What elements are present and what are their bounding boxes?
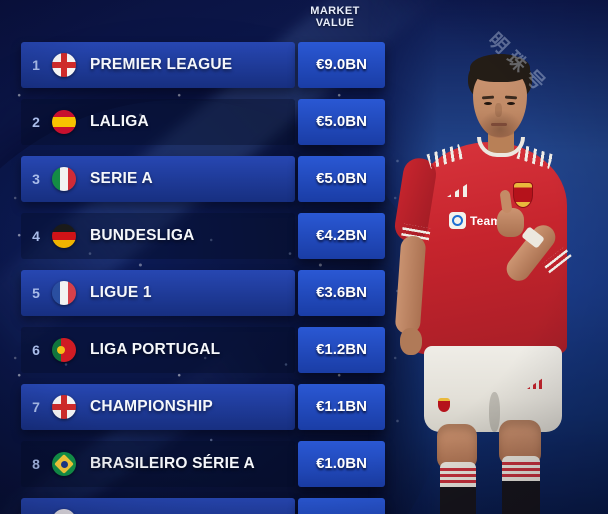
england-flag-icon	[52, 395, 76, 419]
market-value: €1.1BN	[316, 398, 367, 415]
league-name: LIGUE 1	[90, 284, 152, 301]
rank-number: 8	[32, 456, 40, 472]
market-value-box: €1.2BN	[298, 327, 385, 373]
league-name: SERIE A	[90, 170, 153, 187]
header-line-2: VALUE	[315, 17, 355, 29]
england-flag-icon	[52, 53, 76, 77]
row-brasileiro-serie-a: 8 BRASILEIRO SÉRIE A €1.0BN	[21, 441, 385, 487]
brazil-flag-icon	[52, 452, 76, 476]
row-partial	[21, 498, 385, 514]
market-value: €9.0BN	[316, 56, 367, 73]
market-value: €5.0BN	[316, 113, 367, 130]
spain-flag-icon	[52, 110, 76, 134]
partial-flag-icon	[52, 509, 76, 514]
row-bar	[21, 498, 295, 514]
row-championship: 7 CHAMPIONSHIP €1.1BN	[21, 384, 385, 430]
league-name: BRASILEIRO SÉRIE A	[90, 455, 255, 472]
market-value: €4.2BN	[316, 227, 367, 244]
league-name: LALIGA	[90, 113, 149, 130]
france-flag-icon	[52, 281, 76, 305]
market-value-box	[298, 498, 385, 514]
market-value	[298, 498, 385, 514]
portugal-flag-icon	[52, 338, 76, 362]
market-value: €3.6BN	[316, 284, 367, 301]
row-premier-league: 1 PREMIER LEAGUE €9.0BN	[21, 42, 385, 88]
row-ligue-1: 5 LIGUE 1 €3.6BN	[21, 270, 385, 316]
market-value-box: €4.2BN	[298, 213, 385, 259]
rank-number: 5	[32, 285, 40, 301]
italy-flag-icon	[52, 167, 76, 191]
market-value-box: €3.6BN	[298, 270, 385, 316]
rank-number: 7	[32, 399, 40, 415]
market-value-box: €9.0BN	[298, 42, 385, 88]
rank-number: 6	[32, 342, 40, 358]
rank-number: 4	[32, 228, 40, 244]
market-value-box: €5.0BN	[298, 99, 385, 145]
league-name: CHAMPIONSHIP	[90, 398, 213, 415]
rank-number	[26, 498, 46, 514]
market-value: €5.0BN	[316, 170, 367, 187]
row-laliga: 2 LALIGA €5.0BN	[21, 99, 385, 145]
rank-number: 1	[32, 57, 40, 73]
germany-flag-icon	[52, 224, 76, 248]
market-value: €1.2BN	[316, 341, 367, 358]
market-value-box: €1.1BN	[298, 384, 385, 430]
photo-backdrop	[368, 0, 608, 514]
rank-number: 3	[32, 171, 40, 187]
rank-number: 2	[32, 114, 40, 130]
header-line-1: MARKET	[310, 5, 360, 17]
league-name: PREMIER LEAGUE	[90, 56, 233, 73]
row-bundesliga: 4 BUNDESLIGA €4.2BN	[21, 213, 385, 259]
market-value-header: MARKET VALUE	[297, 5, 373, 29]
market-value-box: €1.0BN	[298, 441, 385, 487]
row-liga-portugal: 6 LIGA PORTUGAL €1.2BN	[21, 327, 385, 373]
market-value: €1.0BN	[316, 455, 367, 472]
league-name: BUNDESLIGA	[90, 227, 195, 244]
row-serie-a: 3 SERIE A €5.0BN	[21, 156, 385, 202]
market-value-box: €5.0BN	[298, 156, 385, 202]
league-name: LIGA PORTUGAL	[90, 341, 221, 358]
